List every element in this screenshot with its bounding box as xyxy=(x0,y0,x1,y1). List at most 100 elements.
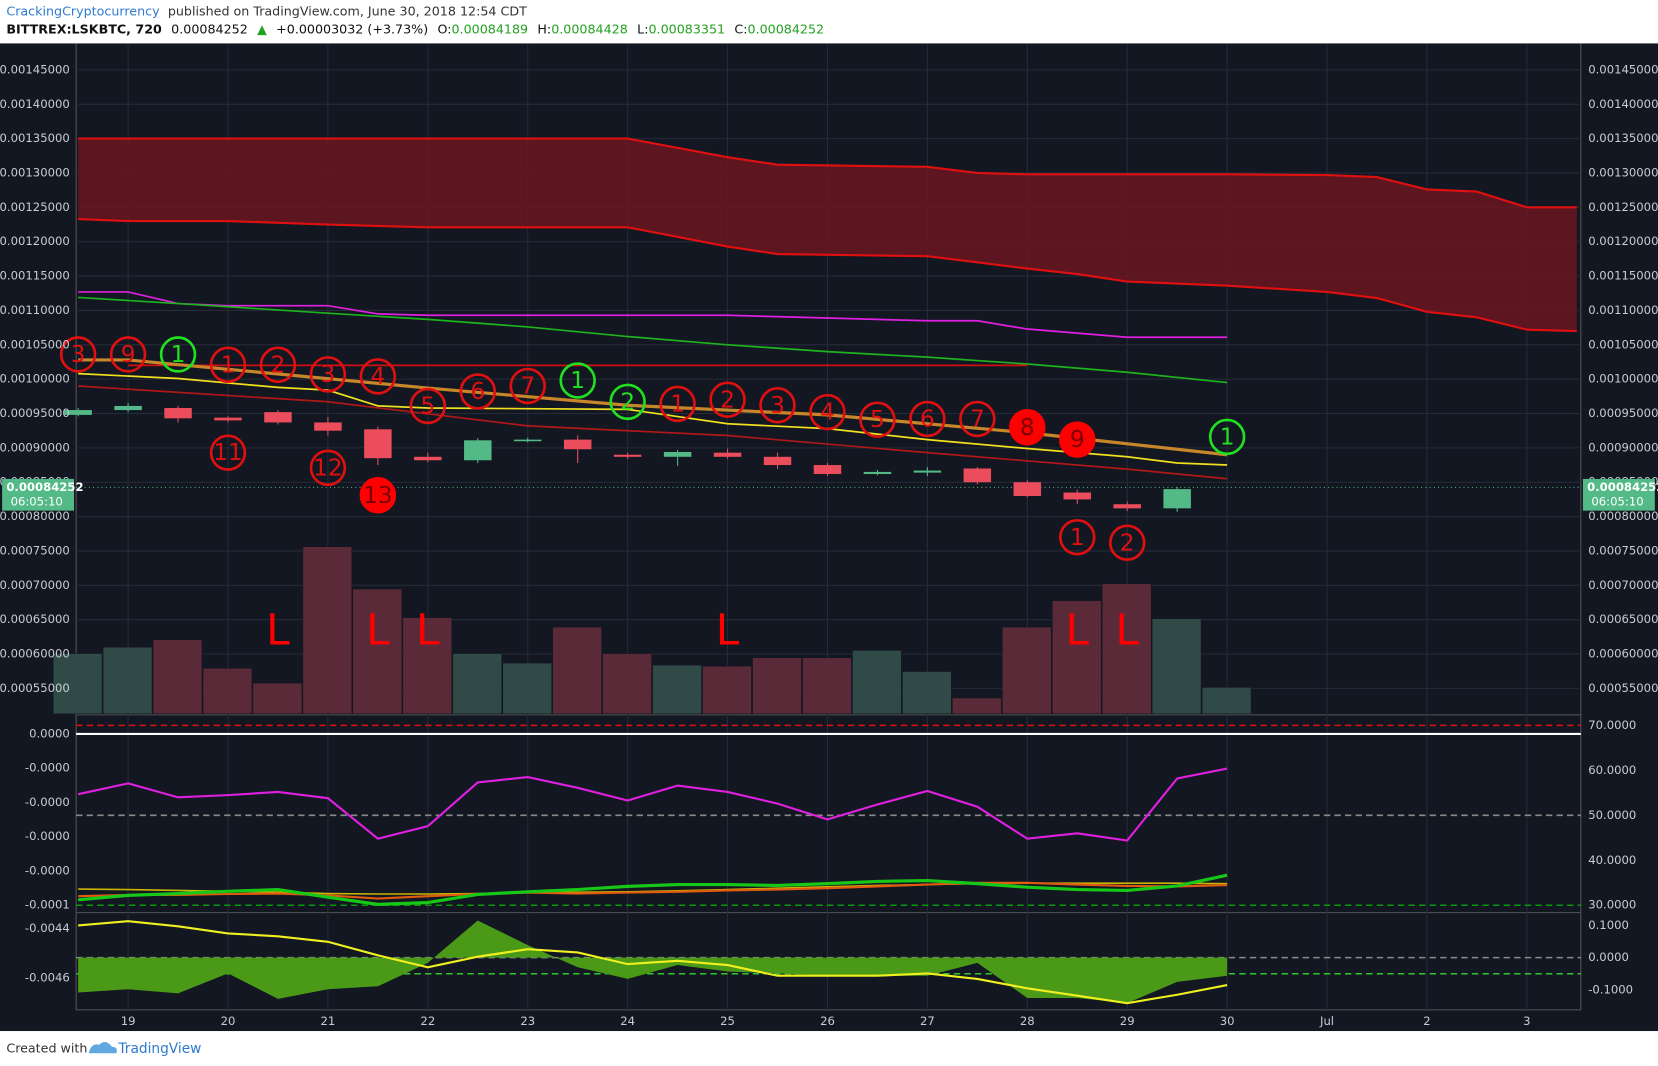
x-tick-label: 24 xyxy=(620,1014,635,1028)
y-tick-label: 0.00115000 xyxy=(1588,269,1658,283)
count-marker xyxy=(759,387,796,424)
open-label: O: xyxy=(437,21,451,36)
candle-body xyxy=(1013,482,1042,496)
y-tick-label: 0.00070000 xyxy=(1588,578,1658,592)
price-tag xyxy=(1582,478,1655,511)
count-marker xyxy=(909,400,946,438)
volume-bar xyxy=(952,697,1002,715)
volume-bar xyxy=(302,546,353,715)
footer-brand[interactable]: TradingView xyxy=(117,1041,201,1057)
lines-layer xyxy=(76,291,1581,1005)
count-label: 7 xyxy=(520,373,535,400)
y-tick-label: 0.00065000 xyxy=(0,612,70,626)
oscillator-line xyxy=(78,920,1228,1005)
logo-icon xyxy=(88,1042,117,1054)
author[interactable]: CrackingCryptocurrency xyxy=(6,3,160,18)
y-tick-label: -0.0001 xyxy=(25,898,70,912)
high: 0.00084428 xyxy=(551,21,628,36)
x-tick-label: 28 xyxy=(1020,1014,1035,1028)
count-label: 3 xyxy=(770,392,785,419)
y-tick-label: 0.00070000 xyxy=(0,578,70,592)
y-tick-label: 0.00140000 xyxy=(1588,97,1658,111)
count-marker xyxy=(159,336,197,373)
count-marker xyxy=(859,401,896,438)
count-marker xyxy=(209,346,247,383)
count-label: 2 xyxy=(1120,529,1135,556)
count-marker xyxy=(259,346,297,383)
y-tick-label: 40.0000 xyxy=(1588,853,1636,867)
oscillator-line xyxy=(78,881,1228,900)
candle-body xyxy=(913,470,942,473)
count-label: 1 xyxy=(221,351,236,378)
y-tick-label: -0.0046 xyxy=(25,971,70,985)
axis-layer: 19 20 21 22 23 24 25 26 27 28 29 30 Jul 2 30.00145000 0… xyxy=(0,62,1658,1028)
candle-body xyxy=(963,468,992,483)
count-marker xyxy=(809,393,846,431)
volume-bar xyxy=(602,653,652,715)
price-tag-label: 0.00084252 xyxy=(1587,480,1658,494)
price-tag xyxy=(2,478,75,511)
count-label: L xyxy=(366,606,390,655)
y-tick-label: 30.0000 xyxy=(1588,898,1636,912)
count-label: 4 xyxy=(370,363,385,390)
footer-created: Created with xyxy=(6,1041,87,1056)
price: 0.00084252 xyxy=(171,21,248,36)
count-marker xyxy=(459,373,497,410)
candle-body xyxy=(1163,489,1191,509)
y-tick-label: 0.00110000 xyxy=(1588,303,1658,317)
volume-bar xyxy=(402,617,453,715)
count-label: 5 xyxy=(870,406,885,433)
y-tick-label: 0.00130000 xyxy=(0,165,70,179)
x-tick-label: 30 xyxy=(1220,1014,1235,1028)
volume-bar xyxy=(702,665,752,715)
y-tick-label: 0.00065000 xyxy=(1588,612,1658,626)
count-label: 8 xyxy=(1020,414,1035,441)
x-tick-label: 21 xyxy=(321,1014,336,1028)
count-label: 9 xyxy=(1070,426,1085,453)
candle-body xyxy=(64,410,92,415)
y-tick-label: -0.1000 xyxy=(1588,982,1633,996)
volume-bar xyxy=(652,664,702,715)
y-tick-label: 0.00125000 xyxy=(0,200,70,214)
indicator-line xyxy=(78,372,1228,466)
count-label: L xyxy=(1115,606,1139,655)
y-tick-label: 60.0000 xyxy=(1588,763,1636,777)
volume-bar xyxy=(102,646,153,715)
volume-bar xyxy=(1002,626,1052,715)
count-marker xyxy=(359,477,397,514)
y-tick-label: 0.00095000 xyxy=(1588,406,1658,420)
candle-body xyxy=(164,408,192,419)
close-label: C: xyxy=(734,21,747,36)
count-marker xyxy=(1009,409,1046,446)
count-label: 1 xyxy=(570,367,585,394)
low-label: L: xyxy=(637,21,648,36)
x-tick-label: Jul xyxy=(1319,1014,1334,1028)
y-tick-label: -0.0044 xyxy=(25,921,70,935)
count-label: 9 xyxy=(121,341,136,368)
symbol-line: BITTREX:LSKBTC, 720 0.00084252 ▲ +0.0000… xyxy=(6,21,824,36)
cloud-line xyxy=(78,137,1577,209)
x-tick-label: 22 xyxy=(420,1014,435,1028)
count-label: 3 xyxy=(321,361,336,388)
cloud-fill xyxy=(78,138,1577,332)
candle-body xyxy=(663,451,692,457)
arrow: ▲ xyxy=(257,21,267,36)
indicator-line xyxy=(78,296,1228,384)
count-marker xyxy=(309,449,347,487)
candle-body xyxy=(264,412,292,423)
cloud-layer xyxy=(78,137,1577,333)
x-tick-label: 20 xyxy=(221,1014,236,1028)
y-tick-label: 0.1000 xyxy=(1588,918,1629,932)
volume-bar xyxy=(1101,583,1152,715)
count-label: L xyxy=(1065,606,1089,655)
y-tick-label: 0.00075000 xyxy=(1588,543,1658,557)
change: +0.00003032 (+3.73%) xyxy=(276,21,428,36)
count-label: L xyxy=(416,606,440,655)
count-marker xyxy=(59,336,97,373)
count-label: 2 xyxy=(271,351,286,378)
y-tick-label: 0.0000 xyxy=(29,726,70,740)
y-tick-label: 0.00135000 xyxy=(1588,131,1658,145)
oscillator-line xyxy=(78,873,1228,906)
